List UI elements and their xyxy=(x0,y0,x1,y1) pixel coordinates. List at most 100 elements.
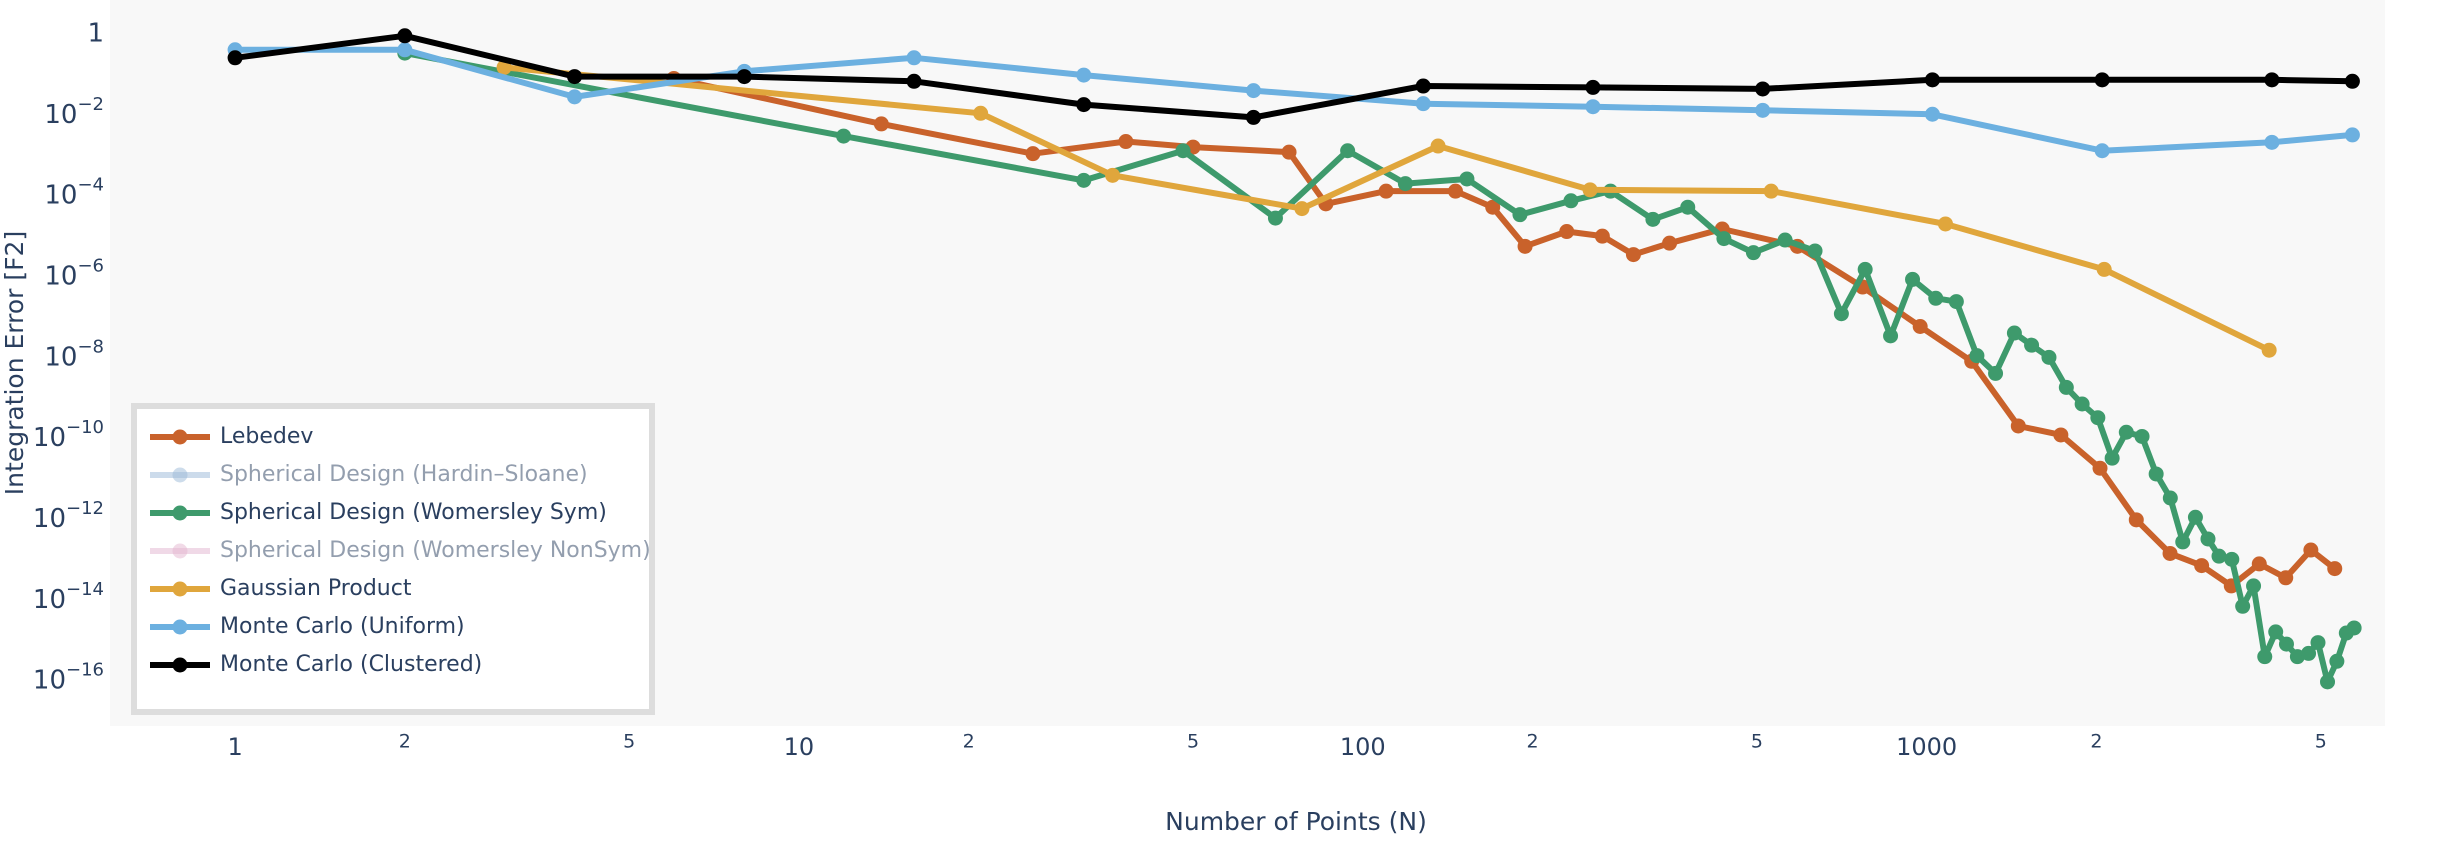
x-tick-label: 10 xyxy=(784,733,815,761)
y-tick-exponent: −6 xyxy=(77,256,104,277)
series-marker xyxy=(1988,365,2004,381)
series-marker xyxy=(1857,261,1873,277)
series-marker xyxy=(2118,424,2134,440)
y-tick-base: 10 xyxy=(33,503,66,533)
series-marker xyxy=(1447,183,1463,199)
legend-label: Monte Carlo (Clustered) xyxy=(220,652,482,677)
x-axis-title: Number of Points (N) xyxy=(1165,807,1427,836)
legend-marker xyxy=(172,581,188,597)
y-tick-label: 10−6 xyxy=(44,256,104,292)
series-marker xyxy=(1948,294,1964,310)
series-marker xyxy=(1969,348,1985,364)
y-tick-exponent: −14 xyxy=(66,579,104,600)
series-marker xyxy=(1485,199,1501,215)
y-tick-exponent: −16 xyxy=(66,660,104,681)
series-marker xyxy=(567,89,583,105)
y-tick-label: 10−10 xyxy=(33,417,104,453)
series-marker xyxy=(1582,182,1598,198)
series-marker xyxy=(2264,134,2280,150)
series-marker xyxy=(1594,228,1610,244)
series-marker xyxy=(397,42,413,58)
legend-label: Spherical Design (Womersley NonSym) xyxy=(220,538,651,563)
series-marker xyxy=(1905,271,1921,287)
y-tick-exponent: −8 xyxy=(77,336,104,357)
y-tick-exponent: −2 xyxy=(77,94,104,115)
series-marker xyxy=(1246,109,1262,125)
series-marker xyxy=(2096,261,2112,277)
x-tick-label: 5 xyxy=(2315,731,2327,753)
series-marker xyxy=(1246,83,1262,99)
series-marker xyxy=(2104,450,2120,466)
y-tick-base: 10 xyxy=(33,423,66,453)
series-marker xyxy=(1517,238,1533,254)
x-tick-label: 1000 xyxy=(1896,733,1957,761)
series-line xyxy=(235,46,2353,154)
series-marker xyxy=(397,28,413,44)
legend-box xyxy=(131,403,655,715)
series-marker xyxy=(1076,67,1092,83)
x-tick-label: 1 xyxy=(227,733,242,761)
series-marker xyxy=(2162,490,2178,506)
series-marker xyxy=(2211,548,2227,564)
series-marker xyxy=(227,50,243,66)
series-marker xyxy=(1645,211,1661,227)
y-tick-label: 10−16 xyxy=(33,660,104,696)
series-marker xyxy=(2264,72,2280,88)
series-marker xyxy=(2268,624,2284,640)
series-marker xyxy=(2261,342,2277,358)
series-marker xyxy=(2303,542,2319,558)
y-tick-base: 10 xyxy=(33,584,66,614)
series-marker xyxy=(1118,134,1134,150)
series-marker xyxy=(2024,337,2040,353)
series-marker xyxy=(2010,418,2026,434)
series-marker xyxy=(906,50,922,66)
y-tick-label: 10−2 xyxy=(44,94,104,130)
series-marker xyxy=(736,69,752,85)
series-marker xyxy=(1755,81,1771,97)
series-marker xyxy=(1076,97,1092,113)
series-marker xyxy=(567,69,583,85)
series-marker xyxy=(1912,319,1928,335)
x-tick-label: 2 xyxy=(963,731,975,753)
series-marker xyxy=(2053,427,2069,443)
series-marker xyxy=(1267,210,1283,226)
series-marker xyxy=(1105,167,1121,183)
y-tick-label: 1 xyxy=(87,19,104,49)
y-tick-exponent: −10 xyxy=(66,417,104,438)
series-marker xyxy=(2310,635,2326,651)
series-marker xyxy=(1924,72,1940,88)
series-marker xyxy=(1755,102,1771,118)
series-marker xyxy=(2278,570,2294,586)
series-marker xyxy=(1415,96,1431,112)
series-marker xyxy=(1340,143,1356,159)
series-marker xyxy=(2327,561,2343,577)
series-marker xyxy=(2346,620,2362,636)
series-marker xyxy=(496,59,512,75)
series-marker xyxy=(1025,146,1041,162)
series-marker xyxy=(2320,674,2336,690)
series-marker xyxy=(1378,183,1394,199)
legend-marker xyxy=(172,505,188,521)
legend-marker xyxy=(172,619,188,635)
y-axis-title: Integration Error [F2] xyxy=(0,231,29,495)
series-marker xyxy=(1585,99,1601,115)
series-marker xyxy=(1397,176,1413,192)
series-marker xyxy=(2235,598,2251,614)
y-tick-exponent: −12 xyxy=(66,498,104,519)
y-tick-base: 10 xyxy=(44,180,77,210)
series-marker xyxy=(1662,235,1678,251)
x-tick-label: 5 xyxy=(1187,731,1199,753)
series-marker xyxy=(1928,290,1944,306)
series-marker xyxy=(906,73,922,89)
legend-marker xyxy=(172,543,188,559)
series-marker xyxy=(2148,466,2164,482)
series-marker xyxy=(2194,558,2210,574)
series-marker xyxy=(1459,171,1475,187)
series-marker xyxy=(2200,531,2216,547)
y-tick-label: 10−14 xyxy=(33,579,104,615)
x-tick-label: 5 xyxy=(623,731,635,753)
legend-label: Spherical Design (Womersley Sym) xyxy=(220,500,607,525)
series-marker xyxy=(2162,545,2178,561)
series-marker xyxy=(1076,172,1092,188)
x-tick-label: 5 xyxy=(1751,731,1763,753)
